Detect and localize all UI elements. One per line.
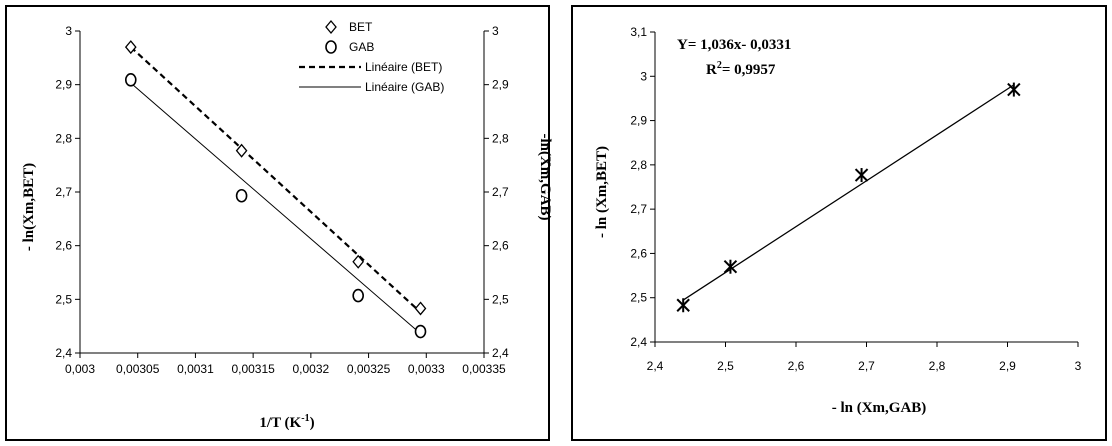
bet-data-point [235,143,248,158]
legend-bet-fit-label: Linéaire (BET) [365,60,442,74]
right-x-tick-label: 2,4 [647,359,664,373]
left-y-tick-label: 2,8 [55,131,72,145]
legend-bet-marker [325,19,337,35]
bet-data-point [124,40,137,55]
gab-data-point [124,73,137,87]
left-y2-tick-label: 2,7 [492,185,509,199]
left-y-axis-title: - ln(Xm,BET) [21,163,37,251]
right-x-tick-label: 2,9 [999,359,1016,373]
regression-line [682,84,1015,301]
data-point [854,168,869,183]
gab-data-point [352,288,364,303]
gab-fit-line [130,82,421,335]
bet-data-point [414,301,427,316]
r-squared-label: R2= 0,9957 [706,60,776,78]
left-y-tick-label: 2,4 [55,346,72,360]
left-y2-tick-label: 2,8 [492,131,509,145]
chart-panel-right: 2,4 2,5 2,6 2,7 2,8 2,9 3 3,1 2,4 2,5 2,6 2,7 2,8 2,9… [571,5,1107,441]
legend-gab-label: GAB [349,40,374,54]
chart-left: 2,4 2,4 2,5 2,5 2,6 2,6 2,7 2,7 2,8 2,8 2,9 2,9 3 3 0,… [21,19,553,431]
right-y-tick-label: 3,1 [630,25,647,39]
left-y2-tick-label: 2,9 [492,78,509,92]
left-x-axis-title: 1/T (K-1) [259,413,314,431]
left-y-tick-label: 2,9 [55,78,72,92]
left-y2-tick-label: 3 [492,24,499,38]
data-point [1007,82,1021,97]
left-y-tick-label: 2,7 [55,185,72,199]
bet-data-point [352,254,365,269]
left-y-tick-label: 2,5 [55,292,72,306]
right-y-tick-label: 2,4 [630,335,647,349]
chart-right: 2,4 2,5 2,6 2,7 2,8 2,9 3 3,1 2,4 2,5 2,6 2,7 2,8 2,9… [594,25,1082,416]
left-x-tick-label: 0,0031 [177,362,214,376]
left-x-tick-label: 0,003 [65,362,95,376]
left-x-tick-label: 0,00335 [462,362,506,376]
right-x-tick-label: 2,6 [788,359,805,373]
bet-fit-line [130,46,422,314]
right-x-axis-title: - ln (Xm,GAB) [832,400,927,416]
left-y2-tick-label: 2,5 [492,292,509,306]
right-y-tick-label: 2,6 [630,246,647,260]
data-point [723,259,738,274]
right-y-axis-title: - ln (Xm,BET) [594,146,610,238]
right-x-tick-label: 3 [1075,359,1082,373]
left-legend: BET GAB Linéaire (BET) Linéaire (GAB) [299,19,444,94]
right-x-tick-label: 2,8 [929,359,946,373]
left-x-tick-label: 0,00305 [116,362,160,376]
chart-panel-left: 2,4 2,4 2,5 2,5 2,6 2,6 2,7 2,7 2,8 2,8 2,9 2,9 3 3 0,… [5,5,553,441]
legend-gab-marker [325,40,337,54]
data-point [676,298,690,313]
left-x-tick-label: 0,00325 [347,362,391,376]
right-y-tick-label: 2,8 [630,158,647,172]
left-x-tick-label: 0,00315 [231,362,275,376]
right-x-tick-label: 2,7 [858,359,875,373]
right-plot-area: 2,4 2,5 2,6 2,7 2,8 2,9 3 3,1 2,4 2,5 2,6 2,7 2,8 2,9… [630,25,1081,373]
legend-gab-fit-label: Linéaire (GAB) [365,80,444,94]
left-y-tick-label: 3 [65,24,72,38]
left-x-tick-label: 0,0033 [408,362,445,376]
left-plot-area: 2,4 2,4 2,5 2,5 2,6 2,6 2,7 2,7 2,8 2,8 2,9 2,9 3 3 0,… [55,19,509,376]
gab-data-point [235,188,248,203]
right-y-tick-label: 3 [640,69,647,83]
gab-data-point [414,324,427,339]
regression-equation: Y= 1,036x- 0,0331 [677,37,791,53]
left-y2-tick-label: 2,4 [492,346,509,360]
left-y2-axis-title: -ln(Xm,GAB) [537,133,553,220]
right-y-tick-label: 2,7 [630,202,647,216]
right-x-tick-label: 2,5 [717,359,734,373]
legend-bet-label: BET [349,20,373,34]
left-y-tick-label: 2,6 [55,239,72,253]
right-y-tick-label: 2,5 [630,291,647,305]
right-y-tick-label: 2,9 [630,114,647,128]
left-x-tick-label: 0,0032 [293,362,330,376]
left-y2-tick-label: 2,6 [492,239,509,253]
